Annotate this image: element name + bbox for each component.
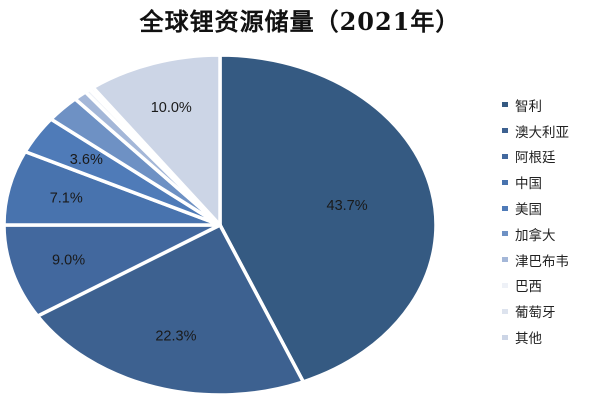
legend-item: 智利 [502, 92, 569, 118]
pie-slice [218, 53, 438, 384]
slice-label: 22.3% [155, 328, 196, 344]
legend-item: 加拿大 [502, 221, 569, 247]
legend: 智利澳大利亚阿根廷中国美国加拿大津巴布韦巴西葡萄牙其他 [502, 92, 569, 350]
slice-label: 7.1% [50, 191, 83, 207]
legend-label: 其他 [515, 331, 542, 348]
legend-item: 其他 [502, 324, 569, 350]
legend-label: 中国 [515, 176, 542, 193]
legend-swatch-icon [502, 153, 508, 159]
legend-label: 津巴布韦 [515, 253, 569, 270]
pie-slice [35, 223, 306, 397]
legend-item: 津巴布韦 [502, 247, 569, 273]
legend-swatch-icon [502, 231, 508, 237]
legend-label: 葡萄牙 [515, 305, 556, 322]
legend-item: 澳大利亚 [502, 118, 569, 144]
legend-label: 澳大利亚 [515, 124, 569, 141]
legend-label: 阿根廷 [515, 150, 556, 167]
legend-swatch-icon [502, 282, 508, 288]
slice-label: 10.0% [151, 100, 192, 116]
legend-swatch-icon [502, 102, 508, 108]
legend-item: 葡萄牙 [502, 298, 569, 324]
legend-swatch-icon [502, 205, 508, 211]
slice-label: 3.6% [70, 152, 103, 168]
pie-slice [91, 53, 222, 227]
legend-swatch-icon [502, 179, 508, 185]
legend-label: 美国 [515, 202, 542, 219]
legend-item: 美国 [502, 195, 569, 221]
legend-label: 智利 [515, 98, 542, 115]
legend-label: 巴西 [515, 279, 542, 296]
legend-swatch-icon [502, 308, 508, 314]
legend-item: 阿根廷 [502, 144, 569, 170]
legend-swatch-icon [502, 257, 508, 263]
legend-swatch-icon [502, 128, 508, 134]
legend-item: 巴西 [502, 273, 569, 299]
pie-slice [2, 223, 222, 318]
legend-label: 加拿大 [515, 227, 556, 244]
slice-label: 9.0% [52, 253, 85, 269]
legend-item: 中国 [502, 169, 569, 195]
slice-label: 43.7% [327, 198, 368, 214]
chart-title: 全球锂资源储量（2021年） [139, 7, 461, 36]
legend-swatch-icon [502, 334, 508, 340]
